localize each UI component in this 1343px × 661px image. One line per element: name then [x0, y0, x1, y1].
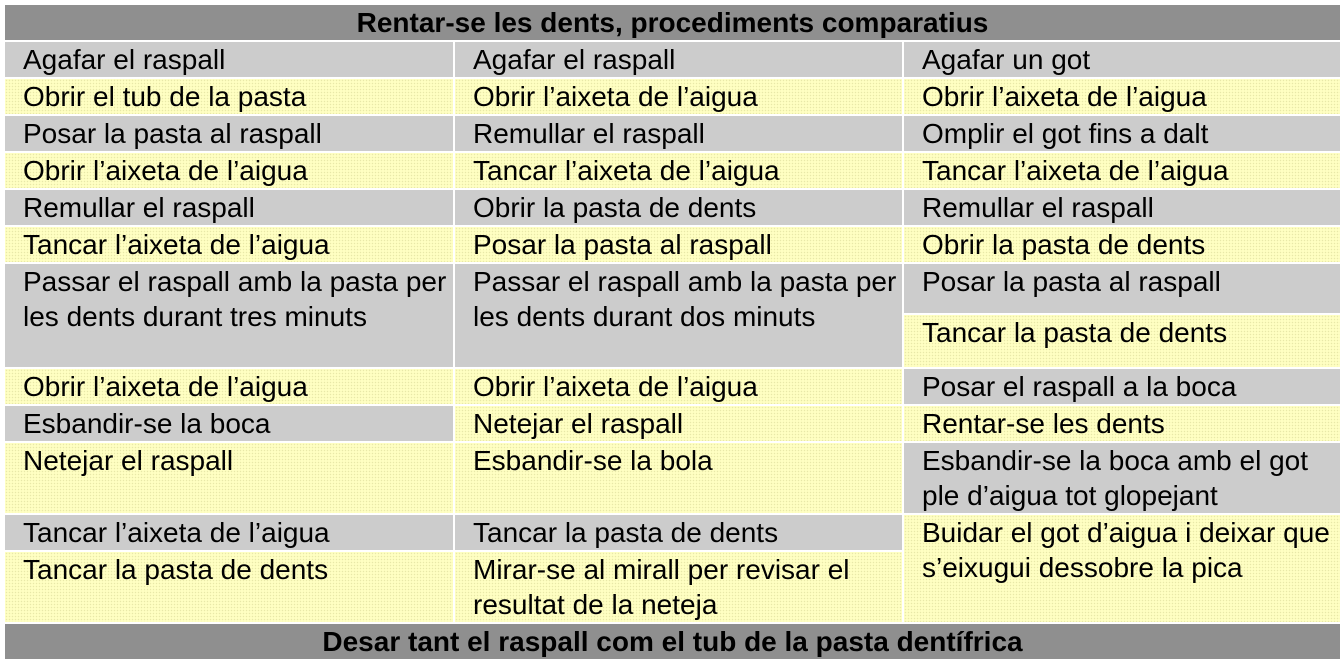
- cell-procedure-2: Tancar la pasta de dents: [453, 513, 904, 552]
- cell-procedure-2: Obrir la pasta de dents: [453, 188, 904, 227]
- table-footer: Desar tant el raspall com el tub de la p…: [3, 622, 1342, 661]
- cell-procedure-3: Posar la pasta al raspall: [902, 262, 1342, 315]
- cell-procedure-1: Esbandir-se la boca: [3, 404, 455, 443]
- cell-procedure-2: Posar la pasta al raspall: [453, 225, 904, 264]
- cell-procedure-2: Remullar el raspall: [453, 114, 904, 153]
- cell-procedure-2: Tancar l’aixeta de l’aigua: [453, 151, 904, 190]
- cell-procedure-3: Omplir el got fins a dalt: [902, 114, 1342, 153]
- cell-procedure-1: Posar la pasta al raspall: [3, 114, 455, 153]
- cell-procedure-1: Obrir el tub de la pasta: [3, 77, 455, 116]
- cell-procedure-2: Obrir l’aixeta de l’aigua: [453, 77, 904, 116]
- cell-procedure-3: Tancar la pasta de dents: [902, 313, 1342, 369]
- cell-procedure-3: Buidar el got d’aigua i deixar que s’eix…: [902, 513, 1342, 624]
- cell-procedure-1: Obrir l’aixeta de l’aigua: [3, 367, 455, 406]
- cell-procedure-1: Agafar el raspall: [3, 40, 455, 79]
- cell-procedure-1: Tancar l’aixeta de l’aigua: [3, 513, 455, 552]
- cell-procedure-1: Obrir l’aixeta de l’aigua: [3, 151, 455, 190]
- cell-procedure-3: Remullar el raspall: [902, 188, 1342, 227]
- cell-procedure-3: Rentar-se les dents: [902, 404, 1342, 443]
- cell-procedure-2: Netejar el raspall: [453, 404, 904, 443]
- procedures-table: Rentar-se les dents, procediments compar…: [3, 3, 1342, 661]
- cell-procedure-3: Obrir la pasta de dents: [902, 225, 1342, 264]
- table-title: Rentar-se les dents, procediments compar…: [3, 3, 1342, 42]
- cell-procedure-2: Agafar el raspall: [453, 40, 904, 79]
- cell-procedure-2: Mirar-se al mirall per revisar el result…: [453, 550, 904, 624]
- cell-procedure-1: Tancar la pasta de dents: [3, 550, 455, 624]
- cell-procedure-3: Obrir l’aixeta de l’aigua: [902, 77, 1342, 116]
- cell-procedure-3: Posar el raspall a la boca: [902, 367, 1342, 406]
- cell-procedure-1: Remullar el raspall: [3, 188, 455, 227]
- cell-procedure-3: Tancar l’aixeta de l’aigua: [902, 151, 1342, 190]
- cell-procedure-2: Esbandir-se la bola: [453, 441, 904, 515]
- cell-procedure-1: Passar el raspall amb la pasta per les d…: [3, 262, 455, 369]
- cell-procedure-1: Tancar l’aixeta de l’aigua: [3, 225, 455, 264]
- cell-procedure-3: Agafar un got: [902, 40, 1342, 79]
- cell-procedure-3: Esbandir-se la boca amb el got ple d’aig…: [902, 441, 1342, 515]
- cell-procedure-1: Netejar el raspall: [3, 441, 455, 515]
- cell-procedure-2: Passar el raspall amb la pasta per les d…: [453, 262, 904, 369]
- cell-procedure-2: Obrir l’aixeta de l’aigua: [453, 367, 904, 406]
